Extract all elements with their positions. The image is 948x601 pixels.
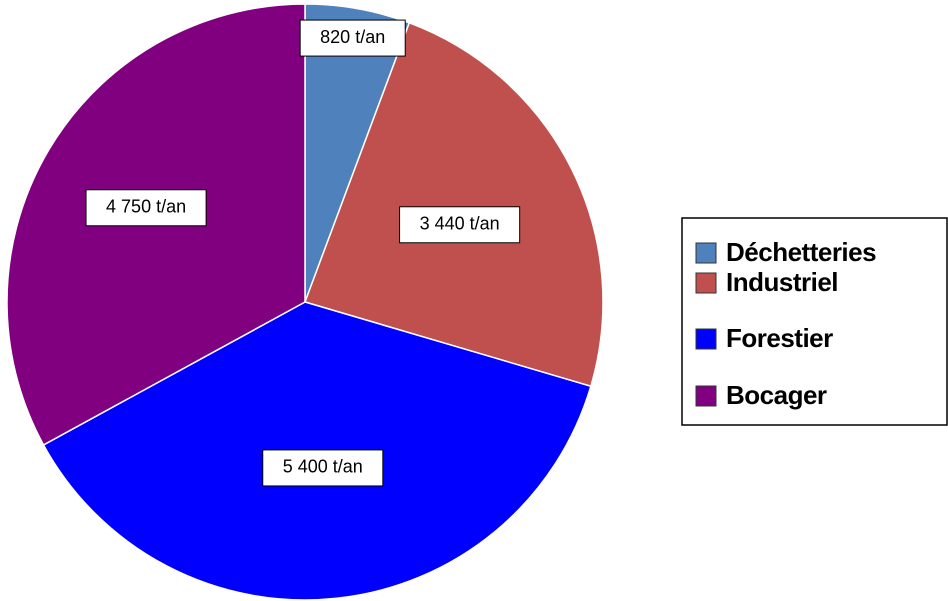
pie-slice bbox=[304, 21, 604, 388]
data-label-box bbox=[299, 19, 406, 57]
legend-swatch bbox=[695, 328, 717, 350]
data-label-box bbox=[262, 449, 384, 487]
data-label: 4 750 t/an bbox=[106, 197, 186, 217]
legend-label: Industriel bbox=[726, 267, 838, 297]
data-label: 5 400 t/an bbox=[283, 457, 363, 477]
legend-swatch bbox=[695, 385, 717, 407]
data-label-box bbox=[399, 206, 521, 244]
data-label: 3 440 t/an bbox=[420, 214, 500, 234]
legend-swatch bbox=[695, 272, 717, 294]
legend-label: Forestier bbox=[726, 323, 833, 353]
data-label: 820 t/an bbox=[320, 27, 385, 47]
legend-label: Bocager bbox=[726, 380, 827, 410]
legend-swatch bbox=[695, 242, 717, 264]
legend-label: Déchetteries bbox=[726, 237, 876, 267]
data-label-box bbox=[85, 189, 207, 227]
legend-box bbox=[681, 217, 948, 426]
